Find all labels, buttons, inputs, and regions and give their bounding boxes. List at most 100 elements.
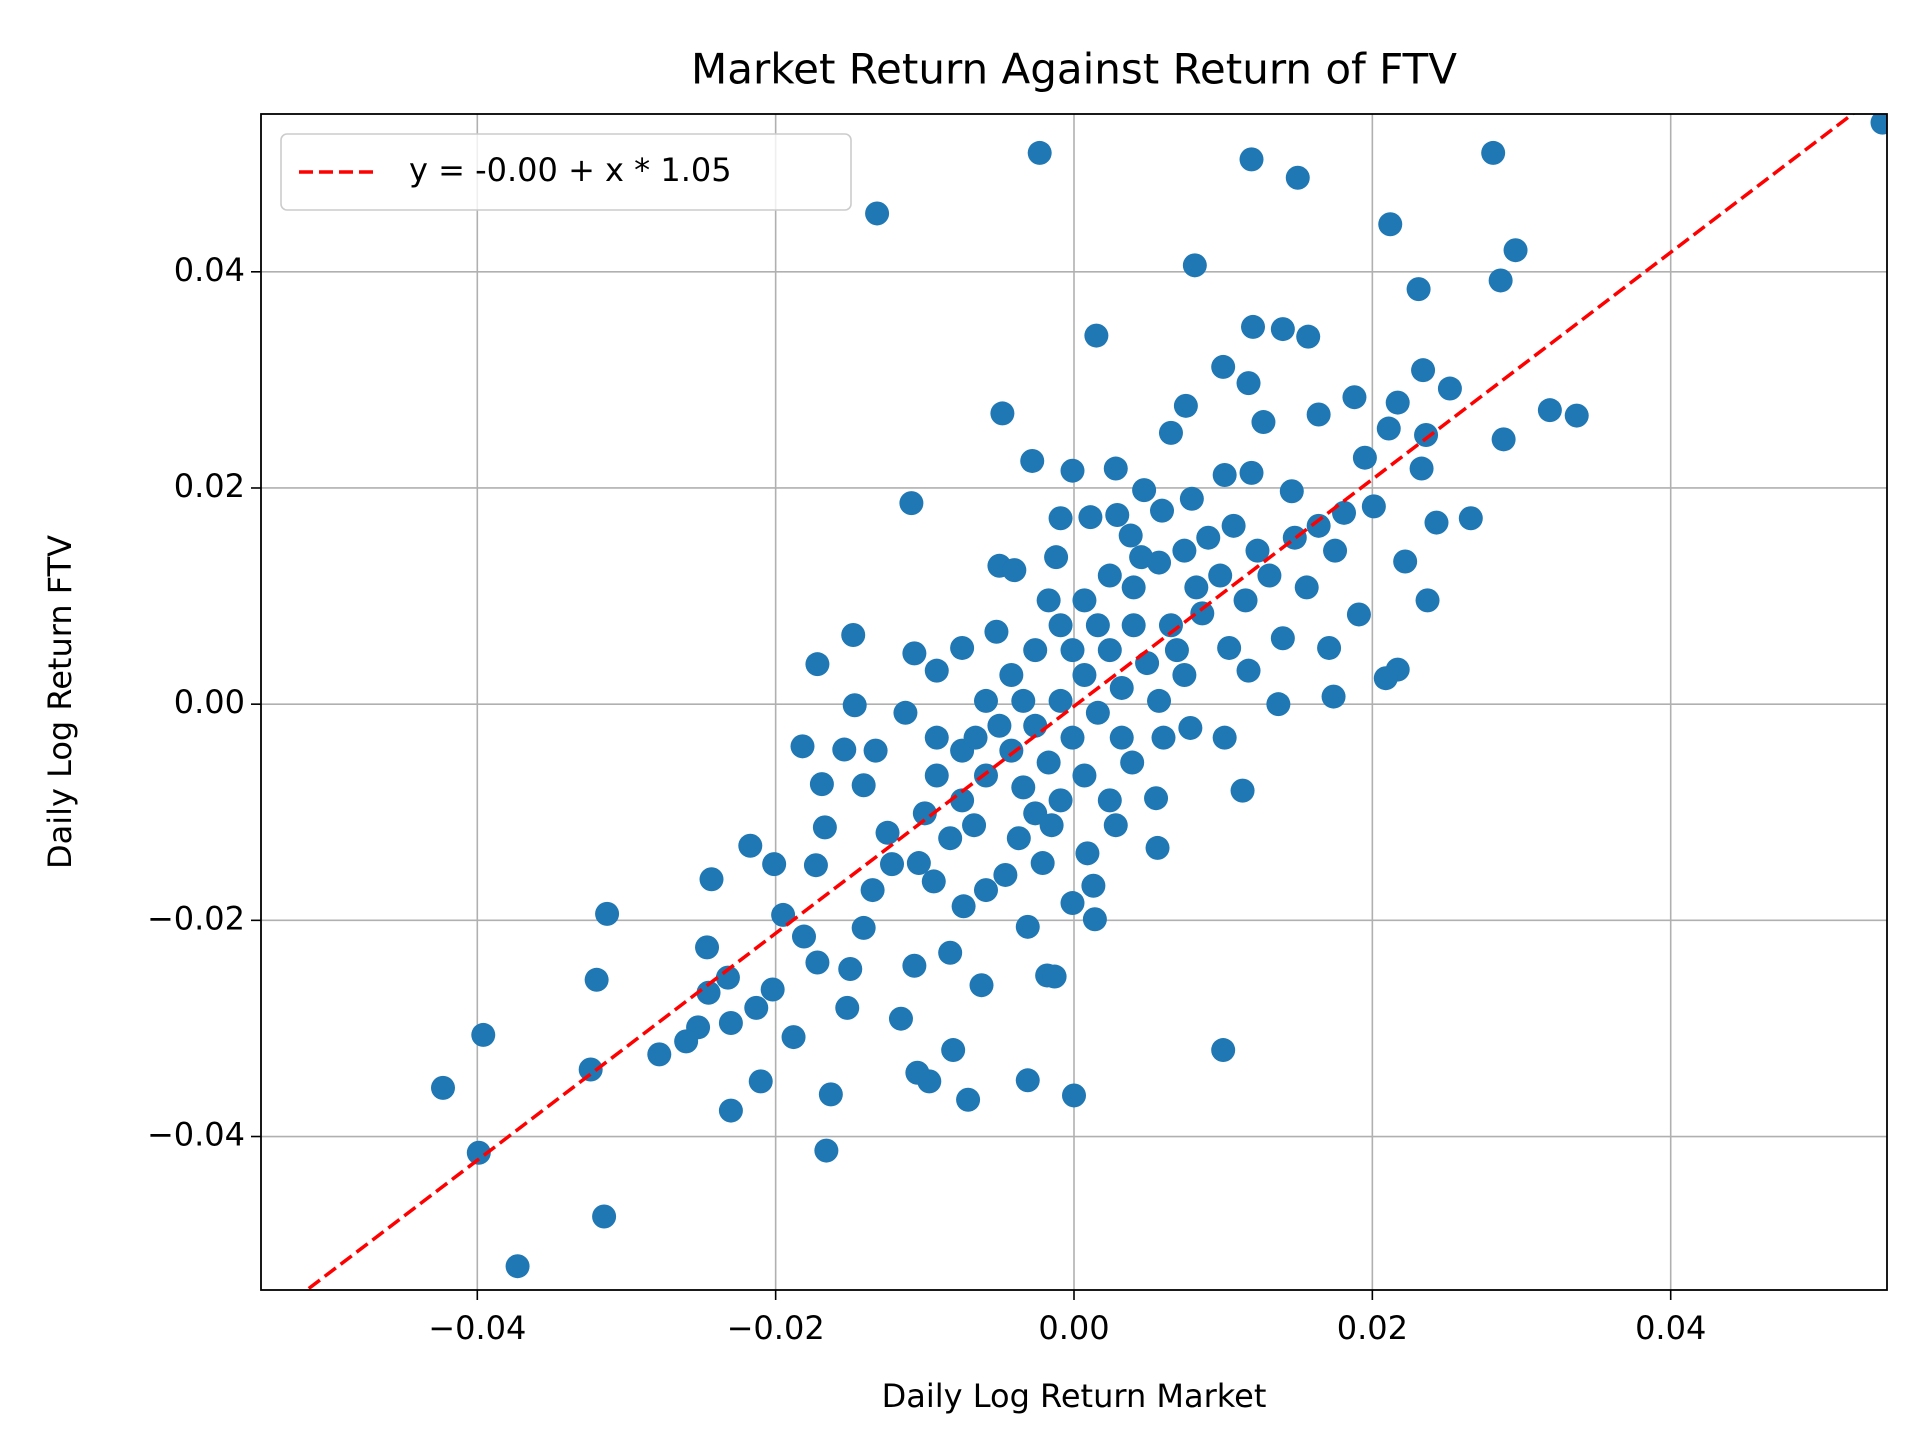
point — [1103, 456, 1128, 481]
point — [851, 773, 876, 798]
point — [1182, 253, 1207, 278]
point — [1097, 638, 1122, 663]
point — [1015, 914, 1040, 939]
point — [471, 1022, 496, 1047]
legend-label: y = -0.00 + x * 1.05 — [409, 151, 732, 189]
point — [1062, 1083, 1086, 1108]
point — [818, 1082, 843, 1107]
point — [744, 995, 769, 1020]
point — [832, 737, 857, 762]
point — [1424, 510, 1449, 535]
point — [880, 852, 905, 877]
point — [1211, 354, 1236, 379]
point — [1042, 964, 1067, 989]
point — [812, 815, 837, 840]
point — [1537, 398, 1562, 423]
point — [1221, 513, 1246, 538]
point — [838, 956, 863, 981]
point — [1172, 538, 1197, 563]
plot-area — [303, 114, 1887, 1290]
point — [1481, 140, 1506, 165]
chart-title: Market Return Against Return of FTV — [691, 45, 1457, 94]
point — [1190, 601, 1215, 626]
point — [950, 635, 975, 660]
point — [1023, 801, 1048, 826]
point — [1147, 550, 1172, 575]
point — [1236, 371, 1261, 396]
point — [1414, 423, 1439, 448]
point — [1393, 549, 1418, 574]
point — [1048, 506, 1073, 531]
point — [1257, 563, 1282, 588]
point — [1346, 602, 1371, 627]
point — [809, 772, 834, 797]
point — [1023, 638, 1048, 663]
point — [1132, 478, 1157, 503]
point — [902, 953, 927, 978]
point — [647, 1042, 672, 1067]
point — [695, 935, 720, 960]
point — [1270, 626, 1295, 651]
legend-box — [280, 133, 852, 211]
point — [1491, 427, 1516, 452]
point — [1296, 324, 1321, 349]
point — [1036, 750, 1061, 775]
point — [1048, 788, 1073, 813]
point — [1415, 588, 1440, 613]
point — [1011, 688, 1036, 713]
point — [1437, 376, 1462, 401]
point — [1020, 448, 1045, 473]
point — [1084, 323, 1109, 348]
point — [696, 980, 721, 1005]
point — [1233, 588, 1258, 613]
y-tick-label: 0.04 — [174, 251, 245, 289]
point — [899, 491, 924, 516]
x-tick-label: −0.02 — [727, 1309, 825, 1347]
point — [950, 788, 975, 813]
point — [748, 1069, 773, 1094]
point — [851, 915, 876, 940]
point — [1147, 688, 1172, 713]
point — [1239, 460, 1264, 485]
x-tick-label: −0.04 — [428, 1309, 526, 1347]
point — [1251, 410, 1276, 435]
point — [893, 700, 918, 725]
point — [905, 1060, 930, 1085]
point — [875, 820, 900, 845]
y-tick-label: 0.00 — [174, 683, 245, 721]
point — [1230, 778, 1255, 803]
point — [1196, 525, 1221, 550]
point — [1458, 506, 1483, 531]
point — [1352, 445, 1377, 470]
point — [924, 658, 949, 683]
point — [1109, 725, 1134, 750]
x-tick-label: 0.02 — [1337, 1309, 1408, 1347]
point — [973, 763, 998, 788]
point — [1172, 662, 1197, 687]
point — [1097, 563, 1122, 588]
point — [1503, 238, 1528, 263]
point — [1378, 212, 1403, 237]
point — [973, 688, 998, 713]
point — [1212, 725, 1237, 750]
point — [1082, 907, 1107, 932]
point — [1294, 575, 1319, 600]
point — [1285, 165, 1310, 190]
point — [1317, 635, 1342, 660]
point — [888, 1006, 913, 1031]
point — [1036, 588, 1061, 613]
point — [592, 1204, 617, 1229]
point — [1044, 545, 1069, 570]
point — [1105, 503, 1130, 528]
point — [1279, 479, 1304, 504]
point — [1027, 140, 1052, 165]
point — [1072, 662, 1097, 687]
point — [584, 967, 609, 992]
point — [1060, 638, 1085, 663]
legend: y = -0.00 + x * 1.05 — [280, 133, 852, 211]
point — [1870, 114, 1887, 135]
point — [466, 1140, 491, 1165]
point — [1376, 416, 1401, 441]
point — [924, 763, 949, 788]
point — [1236, 658, 1261, 683]
